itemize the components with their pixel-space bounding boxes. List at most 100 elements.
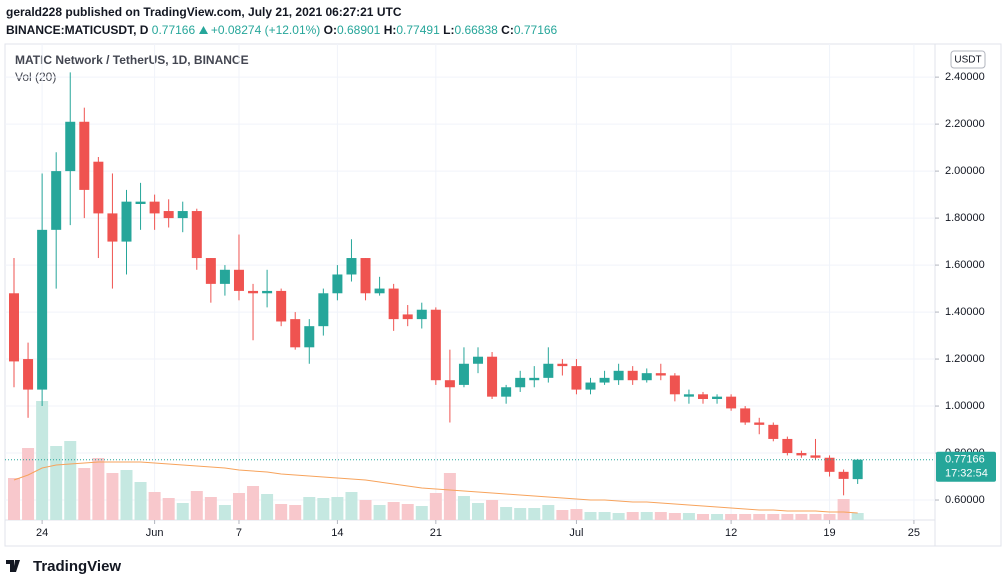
volume-bar <box>612 513 625 520</box>
candle-body <box>318 293 329 327</box>
candle-body <box>683 394 694 397</box>
candle-body <box>571 366 582 390</box>
candle-body <box>754 422 765 425</box>
ohlc-key: C: <box>501 23 514 37</box>
candle-body <box>135 201 146 204</box>
volume-bar <box>7 478 20 520</box>
volume-bar <box>696 514 709 520</box>
volume-bar <box>640 512 653 520</box>
candle-body <box>191 211 202 259</box>
candle-body <box>430 309 441 381</box>
volume-bar <box>542 505 555 520</box>
candle-body <box>346 258 357 275</box>
volume-bar <box>486 500 499 520</box>
y-tick-label: 0.60000 <box>945 494 985 506</box>
y-tick-label: 1.60000 <box>945 259 985 271</box>
candle-body <box>768 424 779 439</box>
price-tag-label: 0.77166 <box>945 454 985 466</box>
volume-bar <box>739 514 752 520</box>
volume-bar <box>359 500 372 520</box>
x-tick-label: 21 <box>430 527 442 539</box>
candle-body <box>543 363 554 378</box>
volume-bar <box>331 497 344 520</box>
ohlc: O:0.68901 H:0.77491 L:0.66838 C:0.77166 <box>324 23 558 37</box>
candle-body <box>149 201 160 214</box>
volume-bar <box>528 508 541 520</box>
candle-body <box>360 258 371 294</box>
volume-bar <box>837 499 850 520</box>
y-tick-label: 1.40000 <box>945 306 985 318</box>
candle-body <box>304 326 315 348</box>
y-tick-label: 2.00000 <box>945 165 985 177</box>
candle-body <box>712 396 723 400</box>
candle-body <box>248 290 259 294</box>
volume-bar <box>556 510 569 520</box>
volume-bar <box>767 514 780 520</box>
logo <box>6 560 20 572</box>
x-tick-label: 24 <box>36 527 48 539</box>
candle-body <box>473 356 484 364</box>
x-tick-label: 14 <box>331 527 343 539</box>
candle-body <box>838 471 849 479</box>
volume-bar <box>106 473 119 520</box>
volume-bar <box>204 497 217 520</box>
ohlc-key: L: <box>443 23 455 37</box>
x-tick-label: 25 <box>908 527 920 539</box>
volume-bar <box>92 458 105 520</box>
candle-body <box>740 408 751 423</box>
candle-body <box>374 288 385 294</box>
x-tick-label: 19 <box>823 527 835 539</box>
candle-body <box>726 396 737 409</box>
y-tick-label: 2.20000 <box>945 118 985 130</box>
candle-body <box>655 373 666 376</box>
volume-bar <box>598 512 611 520</box>
candle-body <box>852 459 863 480</box>
volume-bar <box>64 441 77 520</box>
candle-body <box>51 171 62 230</box>
candle-body <box>810 455 821 458</box>
volume-bar <box>823 514 836 520</box>
chart-title: MATIC Network / TetherUS, 1D, BINANCE <box>15 53 249 67</box>
candle-body <box>782 438 793 454</box>
countdown: 17:32:54 <box>945 468 988 480</box>
volume-legend: Vol (20) <box>15 70 56 84</box>
volume-bar <box>401 504 414 520</box>
candle-body <box>824 457 835 472</box>
volume-bar <box>261 494 274 520</box>
candle-body <box>290 319 301 348</box>
candle-body <box>93 161 104 214</box>
candle-body <box>613 370 624 381</box>
x-tick-label: Jul <box>569 527 583 539</box>
candle-body <box>487 356 498 397</box>
volume-bar <box>415 506 428 520</box>
volume-bar <box>584 512 597 520</box>
ohlc-value: 0.77491 <box>396 23 440 37</box>
candle-body <box>65 121 76 172</box>
volume-bar <box>851 513 864 520</box>
volume-bar <box>795 514 808 520</box>
volume-bar <box>148 492 161 520</box>
ohlc-value: 0.66838 <box>454 23 498 37</box>
volume-bar <box>190 491 203 520</box>
volume-bar <box>345 492 358 520</box>
candle-body <box>163 211 174 219</box>
volume-bar <box>514 508 527 520</box>
x-tick-label: Jun <box>146 527 164 539</box>
volume-bar <box>176 503 189 520</box>
y-tick-label: 1.80000 <box>945 212 985 224</box>
volume-bar <box>387 502 400 520</box>
candle-body <box>177 211 188 219</box>
frame <box>4 43 1002 547</box>
y-tick-label: 1.00000 <box>945 400 985 412</box>
volume-bar <box>232 493 245 520</box>
volume-bar <box>50 446 63 520</box>
candle-body <box>515 377 526 388</box>
candle-body <box>501 387 512 397</box>
publisher: gerald228 published on TradingView.com, … <box>6 5 402 19</box>
candle-body <box>205 258 216 284</box>
candle-body <box>79 121 90 190</box>
volume-bar <box>162 498 175 520</box>
candle-body <box>332 274 343 294</box>
volume-bar <box>626 512 639 520</box>
